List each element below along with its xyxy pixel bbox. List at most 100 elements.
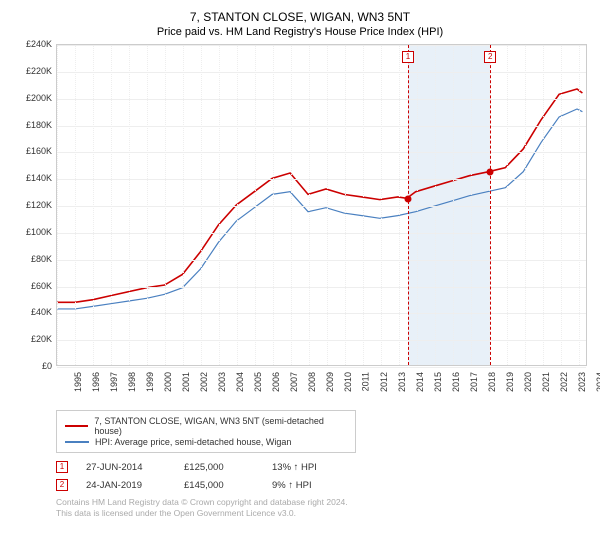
grid-line-v (237, 45, 238, 365)
x-axis-label: 2008 (307, 372, 317, 392)
x-axis-label: 2017 (469, 372, 479, 392)
transaction-hpi-diff: 9% ↑ HPI (272, 480, 312, 491)
x-axis-label: 2012 (379, 372, 389, 392)
x-axis-label: 2020 (523, 372, 533, 392)
y-axis-label: £180K (12, 120, 52, 130)
footer-attribution: Contains HM Land Registry data © Crown c… (56, 497, 588, 519)
x-axis-label: 2021 (541, 372, 551, 392)
transaction-marker: 1 (56, 461, 68, 473)
grid-line-v (435, 45, 436, 365)
x-axis-label: 2019 (505, 372, 515, 392)
x-axis-label: 2018 (487, 372, 497, 392)
plot-area: 12 (56, 44, 587, 366)
x-axis-label: 1998 (127, 372, 137, 392)
series-line (57, 89, 582, 302)
page-subtitle: Price paid vs. HM Land Registry's House … (12, 26, 588, 38)
grid-line-v (129, 45, 130, 365)
footer-line: Contains HM Land Registry data © Crown c… (56, 497, 588, 508)
x-axis-label: 1995 (73, 372, 83, 392)
grid-line-v (507, 45, 508, 365)
grid-line-v (327, 45, 328, 365)
page-title: 7, STANTON CLOSE, WIGAN, WN3 5NT (12, 10, 588, 24)
x-axis-label: 2010 (343, 372, 353, 392)
x-axis-label: 1999 (145, 372, 155, 392)
grid-line-v (363, 45, 364, 365)
event-line (490, 45, 491, 365)
event-marker: 2 (484, 51, 496, 63)
x-axis-label: 2002 (199, 372, 209, 392)
x-axis-label: 2005 (253, 372, 263, 392)
x-axis-label: 2024 (595, 372, 600, 392)
legend-item-property: 7, STANTON CLOSE, WIGAN, WN3 5NT (semi-d… (65, 416, 347, 436)
grid-line-v (579, 45, 580, 365)
x-axis-label: 2013 (397, 372, 407, 392)
event-marker: 1 (402, 51, 414, 63)
grid-line-v (525, 45, 526, 365)
x-axis-label: 2003 (217, 372, 227, 392)
legend-swatch (65, 441, 89, 443)
grid-line-v (201, 45, 202, 365)
series-line (57, 109, 582, 309)
x-axis-label: 2023 (577, 372, 587, 392)
transactions-table: 1 27-JUN-2014 £125,000 13% ↑ HPI 2 24-JAN… (56, 461, 588, 491)
x-axis-label: 1997 (109, 372, 119, 392)
grid-line-v (75, 45, 76, 365)
grid-line-v (381, 45, 382, 365)
legend-item-hpi: HPI: Average price, semi-detached house,… (65, 437, 347, 447)
x-axis-label: 2016 (451, 372, 461, 392)
y-axis-label: £140K (12, 173, 52, 183)
transaction-date: 24-JAN-2019 (86, 480, 166, 491)
grid-line-v (111, 45, 112, 365)
x-axis-label: 2011 (360, 372, 370, 391)
grid-line-v (165, 45, 166, 365)
grid-line-v (453, 45, 454, 365)
legend-swatch (65, 425, 88, 427)
grid-line-v (93, 45, 94, 365)
x-axis-label: 2004 (235, 372, 245, 392)
y-axis-label: £80K (12, 254, 52, 264)
event-line (408, 45, 409, 365)
transaction-hpi-diff: 13% ↑ HPI (272, 462, 317, 473)
grid-line-v (57, 45, 58, 365)
y-axis-label: £20K (12, 334, 52, 344)
y-axis-label: £220K (12, 66, 52, 76)
x-axis-label: 2000 (163, 372, 173, 392)
grid-line-v (273, 45, 274, 365)
x-axis-label: 2022 (559, 372, 569, 392)
x-axis-label: 2014 (415, 372, 425, 392)
transaction-marker: 2 (56, 479, 68, 491)
x-axis-label: 2007 (289, 372, 299, 392)
transaction-price: £145,000 (184, 480, 254, 491)
grid-line-v (291, 45, 292, 365)
footer-line: This data is licensed under the Open Gov… (56, 508, 588, 519)
grid-line-v (309, 45, 310, 365)
grid-line-v (399, 45, 400, 365)
y-axis-label: £240K (12, 39, 52, 49)
x-axis-label: 2015 (433, 372, 443, 392)
grid-line-v (255, 45, 256, 365)
grid-line-v (345, 45, 346, 365)
x-axis-label: 2006 (271, 372, 281, 392)
y-axis-label: £120K (12, 200, 52, 210)
grid-line-h (57, 367, 586, 368)
y-axis-label: £200K (12, 93, 52, 103)
y-axis-label: £160K (12, 146, 52, 156)
grid-line-v (147, 45, 148, 365)
price-chart: 12 £0£20K£40K£60K£80K£100K£120K£140K£160… (12, 44, 587, 404)
transaction-price: £125,000 (184, 462, 254, 473)
y-axis-label: £40K (12, 307, 52, 317)
grid-line-v (543, 45, 544, 365)
transaction-date: 27-JUN-2014 (86, 462, 166, 473)
legend-label: HPI: Average price, semi-detached house,… (95, 437, 291, 447)
x-axis-label: 2001 (181, 372, 191, 392)
transaction-row: 1 27-JUN-2014 £125,000 13% ↑ HPI (56, 461, 588, 473)
y-axis-label: £0 (12, 361, 52, 371)
y-axis-label: £60K (12, 281, 52, 291)
legend: 7, STANTON CLOSE, WIGAN, WN3 5NT (semi-d… (56, 410, 356, 453)
x-axis-label: 1996 (91, 372, 101, 392)
legend-label: 7, STANTON CLOSE, WIGAN, WN3 5NT (semi-d… (94, 416, 347, 436)
x-axis-label: 2009 (325, 372, 335, 392)
y-axis-label: £100K (12, 227, 52, 237)
grid-line-v (183, 45, 184, 365)
event-dot (487, 169, 494, 176)
